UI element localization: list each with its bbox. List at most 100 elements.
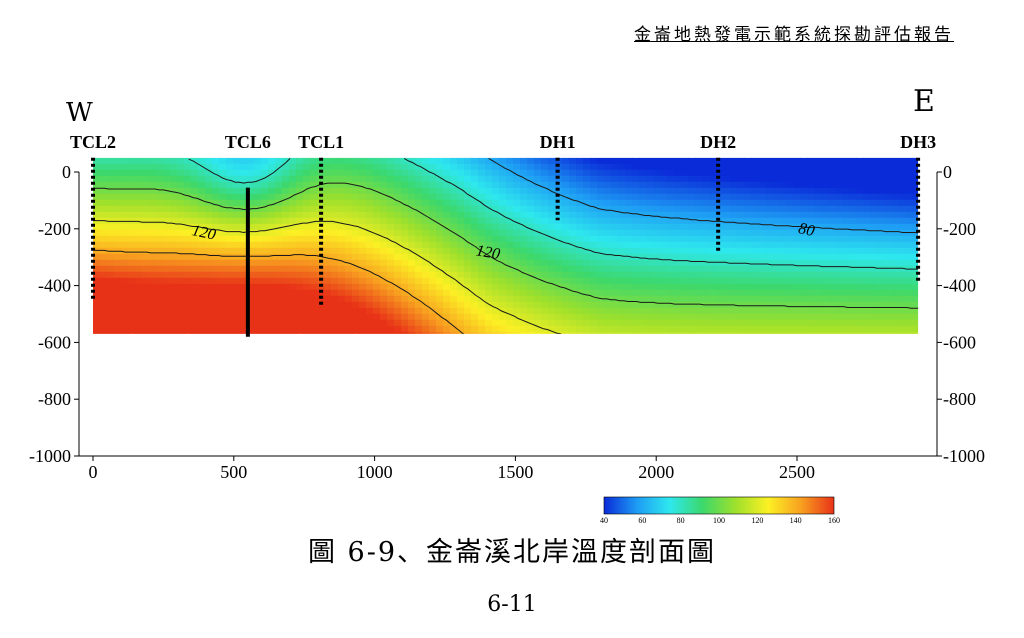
heat-cell <box>457 277 465 285</box>
heat-cell <box>737 169 745 177</box>
heat-cell <box>345 283 353 291</box>
heat-cell <box>842 277 850 285</box>
heat-cell <box>394 199 402 207</box>
heat-cell <box>247 313 255 321</box>
heat-cell <box>695 223 703 231</box>
heat-cell <box>121 157 129 165</box>
heat-cell <box>807 289 815 297</box>
heat-cell <box>863 217 871 225</box>
heat-cell <box>184 181 192 189</box>
heat-cell <box>373 247 381 255</box>
heat-cell <box>338 319 346 327</box>
heat-cell <box>471 199 479 207</box>
heat-cell <box>275 211 283 219</box>
heat-cell <box>912 217 919 225</box>
heat-cell <box>219 319 227 327</box>
heat-cell <box>548 289 556 297</box>
heat-cell <box>646 235 654 243</box>
heat-cell <box>464 271 472 279</box>
heat-cell <box>205 289 213 297</box>
heat-cell <box>667 253 675 261</box>
heat-cell <box>569 259 577 267</box>
heat-cell <box>331 223 339 231</box>
heat-cell <box>597 319 605 327</box>
heat-cell <box>548 235 556 243</box>
heat-cell <box>471 241 479 249</box>
heat-cell <box>464 313 472 321</box>
heat-cell <box>548 193 556 201</box>
heat-cell <box>632 331 640 334</box>
heat-cell <box>240 301 248 309</box>
heat-cell <box>128 301 136 309</box>
heat-cell <box>408 187 416 195</box>
heat-cell <box>443 229 451 237</box>
heat-cell <box>198 211 206 219</box>
heat-cell <box>177 295 185 303</box>
heat-cell <box>800 199 808 207</box>
heat-cell <box>352 241 360 249</box>
heat-cell <box>121 235 129 243</box>
heat-cell <box>632 199 640 207</box>
heat-cell <box>660 205 668 213</box>
heat-cell <box>373 217 381 225</box>
heat-cell <box>156 163 164 171</box>
heat-cell <box>170 235 178 243</box>
heat-cell <box>331 253 339 261</box>
heat-cell <box>163 307 171 315</box>
heat-cell <box>380 223 388 231</box>
heat-cell <box>233 163 241 171</box>
heat-cell <box>800 259 808 267</box>
heat-cell <box>541 313 549 321</box>
heat-cell <box>548 217 556 225</box>
heat-cell <box>443 271 451 279</box>
heat-cell <box>114 253 122 261</box>
heat-cell <box>492 295 500 303</box>
heat-cell <box>464 229 472 237</box>
heat-cell <box>835 319 843 327</box>
heat-cell <box>618 217 626 225</box>
heat-cell <box>758 211 766 219</box>
heat-cell <box>268 199 276 207</box>
heat-cell <box>807 307 815 315</box>
heat-cell <box>779 175 787 183</box>
heat-cell <box>198 199 206 207</box>
heat-cell <box>156 277 164 285</box>
x-tick-label: 500 <box>220 462 247 482</box>
heat-cell <box>429 163 437 171</box>
heat-cell <box>590 169 598 177</box>
heat-cell <box>436 325 444 333</box>
heat-cell <box>310 253 318 261</box>
heat-cell <box>492 163 500 171</box>
heat-cell <box>576 193 584 201</box>
heat-cell <box>93 301 101 309</box>
heat-cell <box>114 259 122 267</box>
heat-cell <box>758 229 766 237</box>
heat-cell <box>478 235 486 243</box>
heat-cell <box>338 223 346 231</box>
heat-cell <box>366 331 374 334</box>
heat-cell <box>261 241 269 249</box>
heat-cell <box>618 265 626 273</box>
heat-cell <box>268 175 276 183</box>
heat-cell <box>282 301 290 309</box>
heat-cell <box>429 157 437 165</box>
heat-cell <box>429 247 437 255</box>
heat-cell <box>541 205 549 213</box>
heat-cell <box>758 295 766 303</box>
heat-cell <box>569 313 577 321</box>
heat-cell <box>135 313 143 321</box>
heat-cell <box>779 193 787 201</box>
heat-cell <box>324 265 332 273</box>
heat-cell <box>317 199 325 207</box>
heat-cell <box>912 211 919 219</box>
heat-cell <box>177 313 185 321</box>
heat-cell <box>142 247 150 255</box>
heat-cell <box>828 223 836 231</box>
heat-cell <box>205 193 213 201</box>
heat-cell <box>821 157 829 165</box>
heat-cell <box>674 217 682 225</box>
heat-cell <box>499 301 507 309</box>
heat-cell <box>429 253 437 261</box>
heat-cell <box>436 181 444 189</box>
heat-cell <box>387 259 395 267</box>
